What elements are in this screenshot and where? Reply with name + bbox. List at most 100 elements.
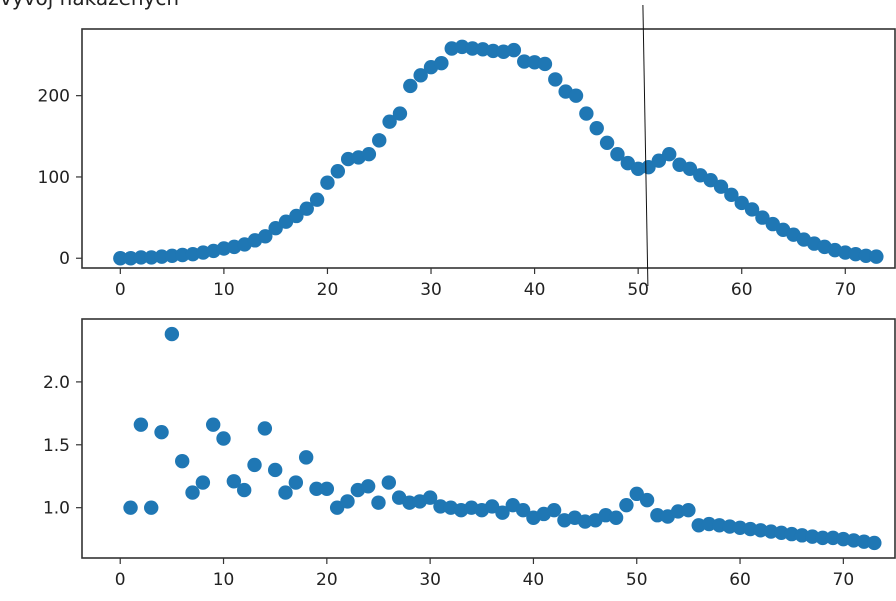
data-point [506, 42, 522, 58]
data-point [465, 41, 480, 56]
data-point [546, 503, 562, 518]
x-tick-label: 30 [420, 280, 442, 300]
data-point [360, 479, 376, 494]
data-point [734, 195, 749, 211]
data-point [123, 500, 138, 515]
x-tick-label: 40 [524, 280, 546, 300]
data-point [329, 500, 345, 515]
data-point [651, 153, 667, 168]
data-point [744, 202, 760, 217]
data-point [278, 485, 293, 500]
data-point [320, 175, 335, 190]
data-point [755, 210, 770, 225]
x-tick-label: 0 [115, 280, 126, 300]
bottom-subplot: 0 10 20 30 40 50 60 70 1.0 1.5 2.0 [43, 318, 896, 590]
y-tick-label: 100 [38, 168, 70, 188]
data-point [413, 68, 428, 83]
y-tick-label: 1.0 [43, 499, 70, 519]
data-point [662, 146, 677, 162]
data-point [599, 135, 615, 151]
data-point [403, 78, 418, 94]
data-point [289, 208, 304, 224]
data-point [299, 201, 314, 216]
data-point [257, 421, 273, 436]
data-point [113, 251, 128, 266]
data-point [309, 481, 324, 497]
data-point [164, 326, 180, 342]
data-point [589, 120, 604, 136]
data-point [175, 247, 190, 263]
data-point [185, 485, 200, 500]
data-point [568, 88, 584, 103]
axes-frame [81, 28, 896, 269]
data-point [495, 505, 510, 520]
data-point [610, 146, 625, 162]
data-point [639, 492, 655, 508]
x-tick-label: 60 [731, 280, 753, 300]
data-point [258, 229, 273, 244]
data-point [236, 482, 252, 498]
y-tick-label: 2.0 [43, 373, 70, 393]
x-tick-label: 10 [213, 280, 235, 300]
data-point [681, 503, 696, 518]
data-point [144, 500, 159, 515]
data-point [175, 453, 190, 469]
data-point [703, 173, 718, 188]
data-point [579, 106, 594, 121]
data-point [309, 192, 325, 207]
data-point [154, 425, 169, 440]
data-point [133, 250, 149, 265]
data-point [537, 56, 553, 72]
overlay-layer [642, 4, 649, 287]
data-point [517, 54, 532, 69]
top-subplot: 0 10 20 30 40 50 60 70 0 100 200 [38, 28, 896, 300]
data-point [382, 114, 397, 129]
data-point [123, 251, 138, 266]
data-point [205, 417, 221, 432]
figure-title: vývoj nakažených [0, 0, 179, 10]
data-point [381, 475, 397, 490]
y-tick-label: 200 [38, 87, 70, 107]
data-point [268, 220, 283, 236]
x-tick-label: 50 [627, 280, 649, 300]
data-point [548, 72, 563, 87]
data-point [619, 497, 634, 513]
data-point [133, 417, 149, 432]
x-tick-label: 50 [626, 570, 648, 590]
cursor-line [642, 4, 649, 287]
data-point [298, 450, 314, 465]
data-point [434, 55, 449, 71]
data-point [330, 164, 346, 179]
data-point [144, 250, 159, 265]
x-tick-label: 20 [316, 570, 338, 590]
data-point [226, 474, 242, 489]
x-tick-label: 70 [834, 280, 856, 300]
x-tick-label: 60 [729, 570, 751, 590]
data-point [392, 106, 408, 121]
data-point [682, 161, 698, 177]
x-tick-label: 10 [213, 570, 235, 590]
data-point [154, 249, 169, 264]
x-tick-label: 40 [523, 570, 545, 590]
y-tick-label: 1.5 [43, 436, 70, 456]
data-point [216, 431, 231, 446]
data-point [247, 457, 262, 473]
data-point [869, 249, 884, 264]
data-point [164, 248, 180, 264]
data-point [372, 133, 387, 148]
x-tick-label: 20 [317, 280, 339, 300]
data-point [361, 146, 377, 162]
data-point [485, 43, 501, 59]
data-point [629, 486, 644, 502]
data-point [815, 530, 830, 546]
data-point [371, 495, 386, 510]
data-point [484, 499, 500, 514]
data-point [641, 159, 656, 175]
data-point [608, 510, 624, 525]
x-tick-label: 0 [115, 570, 126, 590]
x-tick-label: 30 [419, 570, 441, 590]
data-point [340, 494, 355, 509]
y-tick-label: 0 [59, 249, 70, 269]
data-point [267, 462, 283, 478]
